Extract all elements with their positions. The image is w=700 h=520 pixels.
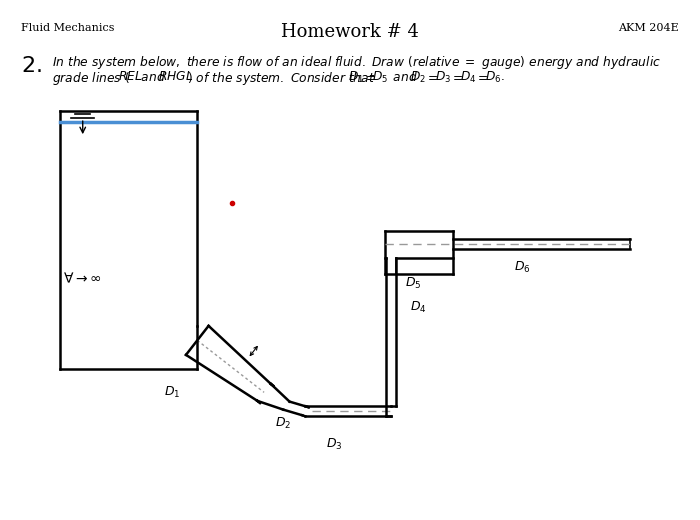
- Text: AKM 204E: AKM 204E: [618, 23, 679, 33]
- Text: $\it{grade\ lines\ (}$: $\it{grade\ lines\ (}$: [52, 70, 130, 87]
- Text: $\mathbf{\mathit{2.}}$: $\mathbf{\mathit{2.}}$: [21, 55, 42, 76]
- Text: $\mathbf{\mathit{D_6}}$: $\mathbf{\mathit{D_6}}$: [485, 70, 501, 85]
- Text: $\forall \rightarrow \infty$: $\forall \rightarrow \infty$: [64, 272, 102, 286]
- Text: $D_6$: $D_6$: [514, 259, 530, 275]
- Text: $\it{\ and\ }$: $\it{\ and\ }$: [389, 70, 418, 84]
- Text: $\mathbf{\mathit{D_2}}$: $\mathbf{\mathit{D_2}}$: [410, 70, 426, 85]
- Text: $D_3$: $D_3$: [326, 437, 342, 452]
- Text: $\mathbf{\mathit{REL}}$: $\mathbf{\mathit{REL}}$: [118, 70, 142, 83]
- Text: $\mathbf{\mathit{=}}$: $\mathbf{\mathit{=}}$: [450, 70, 463, 83]
- Text: $\it{)\ of\ the\ system.\ Consider\ that\ }$: $\it{)\ of\ the\ system.\ Consider\ that…: [187, 70, 375, 87]
- Text: $D_5$: $D_5$: [405, 276, 422, 291]
- Text: $\mathbf{\mathit{=}}$: $\mathbf{\mathit{=}}$: [363, 70, 376, 83]
- Text: $\mathbf{\mathit{RHGL}}$: $\mathbf{\mathit{RHGL}}$: [158, 70, 192, 83]
- Text: $\mathbf{\mathit{D_5}}$: $\mathbf{\mathit{D_5}}$: [372, 70, 389, 85]
- Text: $D_1$: $D_1$: [164, 385, 180, 400]
- Text: $\mathbf{\mathit{=}}$: $\mathbf{\mathit{=}}$: [475, 70, 489, 83]
- Text: $\it{In\ the\ system\ below,\ there\ is\ flow\ of\ an\ ideal\ fluid.\ Draw\ (rel: $\it{In\ the\ system\ below,\ there\ is\…: [52, 54, 662, 71]
- Text: $D_4$: $D_4$: [410, 300, 427, 315]
- Text: $\mathbf{\mathit{=}}$: $\mathbf{\mathit{=}}$: [425, 70, 438, 83]
- Text: $\mathbf{\mathit{D_3}}$: $\mathbf{\mathit{D_3}}$: [435, 70, 451, 85]
- Text: $\mathbf{\mathit{.}}$: $\mathbf{\mathit{.}}$: [500, 70, 505, 83]
- Text: $\mathbf{\mathit{D_1}}$: $\mathbf{\mathit{D_1}}$: [348, 70, 364, 85]
- Text: $D_2$: $D_2$: [275, 415, 291, 431]
- Text: Fluid Mechanics: Fluid Mechanics: [21, 23, 115, 33]
- Text: $\it{\ and\ }$: $\it{\ and\ }$: [137, 70, 167, 84]
- Text: $\mathbf{\mathit{D_4}}$: $\mathbf{\mathit{D_4}}$: [460, 70, 476, 85]
- Text: Homework # 4: Homework # 4: [281, 23, 419, 42]
